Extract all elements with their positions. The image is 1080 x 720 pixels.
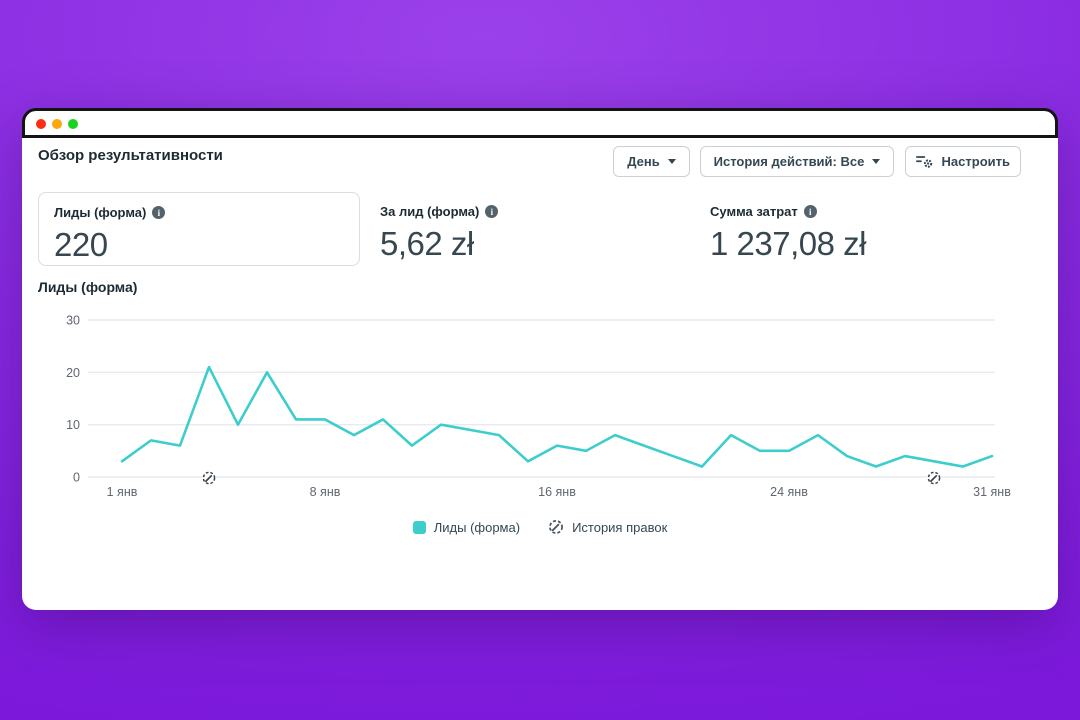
leads-line-chart: 0 10 20 30 1 янв 8 янв 16 янв 24 янв 31 янв <box>66 314 1011 500</box>
legend-edit-history-label: История правок <box>572 519 668 535</box>
chevron-down-icon <box>667 159 676 164</box>
legend-series-label: Лиды (форма) <box>433 519 521 535</box>
metric-amount-spent[interactable]: Сумма затрат 1 237,08 zł <box>710 204 866 263</box>
svg-text:31 янв: 31 янв <box>973 485 1011 499</box>
period-dropdown-label: День <box>627 154 660 169</box>
svg-text:8 янв: 8 янв <box>310 485 341 499</box>
svg-text:16 янв: 16 янв <box>538 485 576 499</box>
info-icon[interactable] <box>485 205 499 218</box>
edit-history-icon <box>549 520 564 534</box>
customize-gear-icon <box>916 156 933 168</box>
svg-text:20: 20 <box>66 366 80 380</box>
info-icon[interactable] <box>803 205 817 218</box>
svg-text:10: 10 <box>66 418 80 432</box>
chart-legend: Лиды (форма) История правок <box>22 519 1058 535</box>
metric-card-leads[interactable]: Лиды (форма) 220 <box>38 192 360 266</box>
maximize-window-icon[interactable] <box>68 119 78 129</box>
edit-history-marker-icon[interactable] <box>927 471 941 485</box>
traffic-lights <box>36 119 78 129</box>
metric-cost-per-lead[interactable]: За лид (форма) 5,62 zł <box>380 204 499 263</box>
page-title: Обзор результативности <box>38 147 223 164</box>
customize-button-label: Настроить <box>941 154 1010 169</box>
info-icon[interactable] <box>152 206 166 219</box>
customize-button[interactable]: Настроить <box>905 146 1021 177</box>
chart-title: Лиды (форма) <box>38 279 138 295</box>
legend-series-swatch <box>412 520 426 534</box>
period-dropdown[interactable]: День <box>613 146 690 177</box>
minimize-window-icon[interactable] <box>52 119 62 129</box>
svg-text:24 янв: 24 янв <box>770 485 808 499</box>
dashboard-content: Обзор результативности День История дейс… <box>22 138 1058 610</box>
legend-item-edit-history[interactable]: История правок <box>548 519 667 535</box>
edit-history-marker-icon[interactable] <box>202 471 216 485</box>
legend-item-series[interactable]: Лиды (форма) <box>412 519 521 535</box>
window-titlebar <box>22 108 1058 138</box>
close-window-icon[interactable] <box>36 119 46 129</box>
metric-leads-value: 220 <box>54 226 108 263</box>
metric-leads-label: Лиды (форма) <box>54 205 147 220</box>
metric-cost-per-lead-label: За лид (форма) <box>380 204 480 219</box>
svg-text:0: 0 <box>73 471 80 485</box>
metric-amount-spent-value: 1 237,08 zł <box>710 225 866 262</box>
metric-cost-per-lead-value: 5,62 zł <box>380 225 474 262</box>
chevron-down-icon <box>872 159 881 164</box>
app-window: Обзор результативности День История дейс… <box>22 108 1058 610</box>
svg-text:1 янв: 1 янв <box>107 485 138 499</box>
history-filter-label: История действий: Все <box>713 154 865 169</box>
metric-amount-spent-label: Сумма затрат <box>710 204 798 219</box>
history-filter-dropdown[interactable]: История действий: Все <box>700 146 894 177</box>
svg-text:30: 30 <box>66 314 80 328</box>
